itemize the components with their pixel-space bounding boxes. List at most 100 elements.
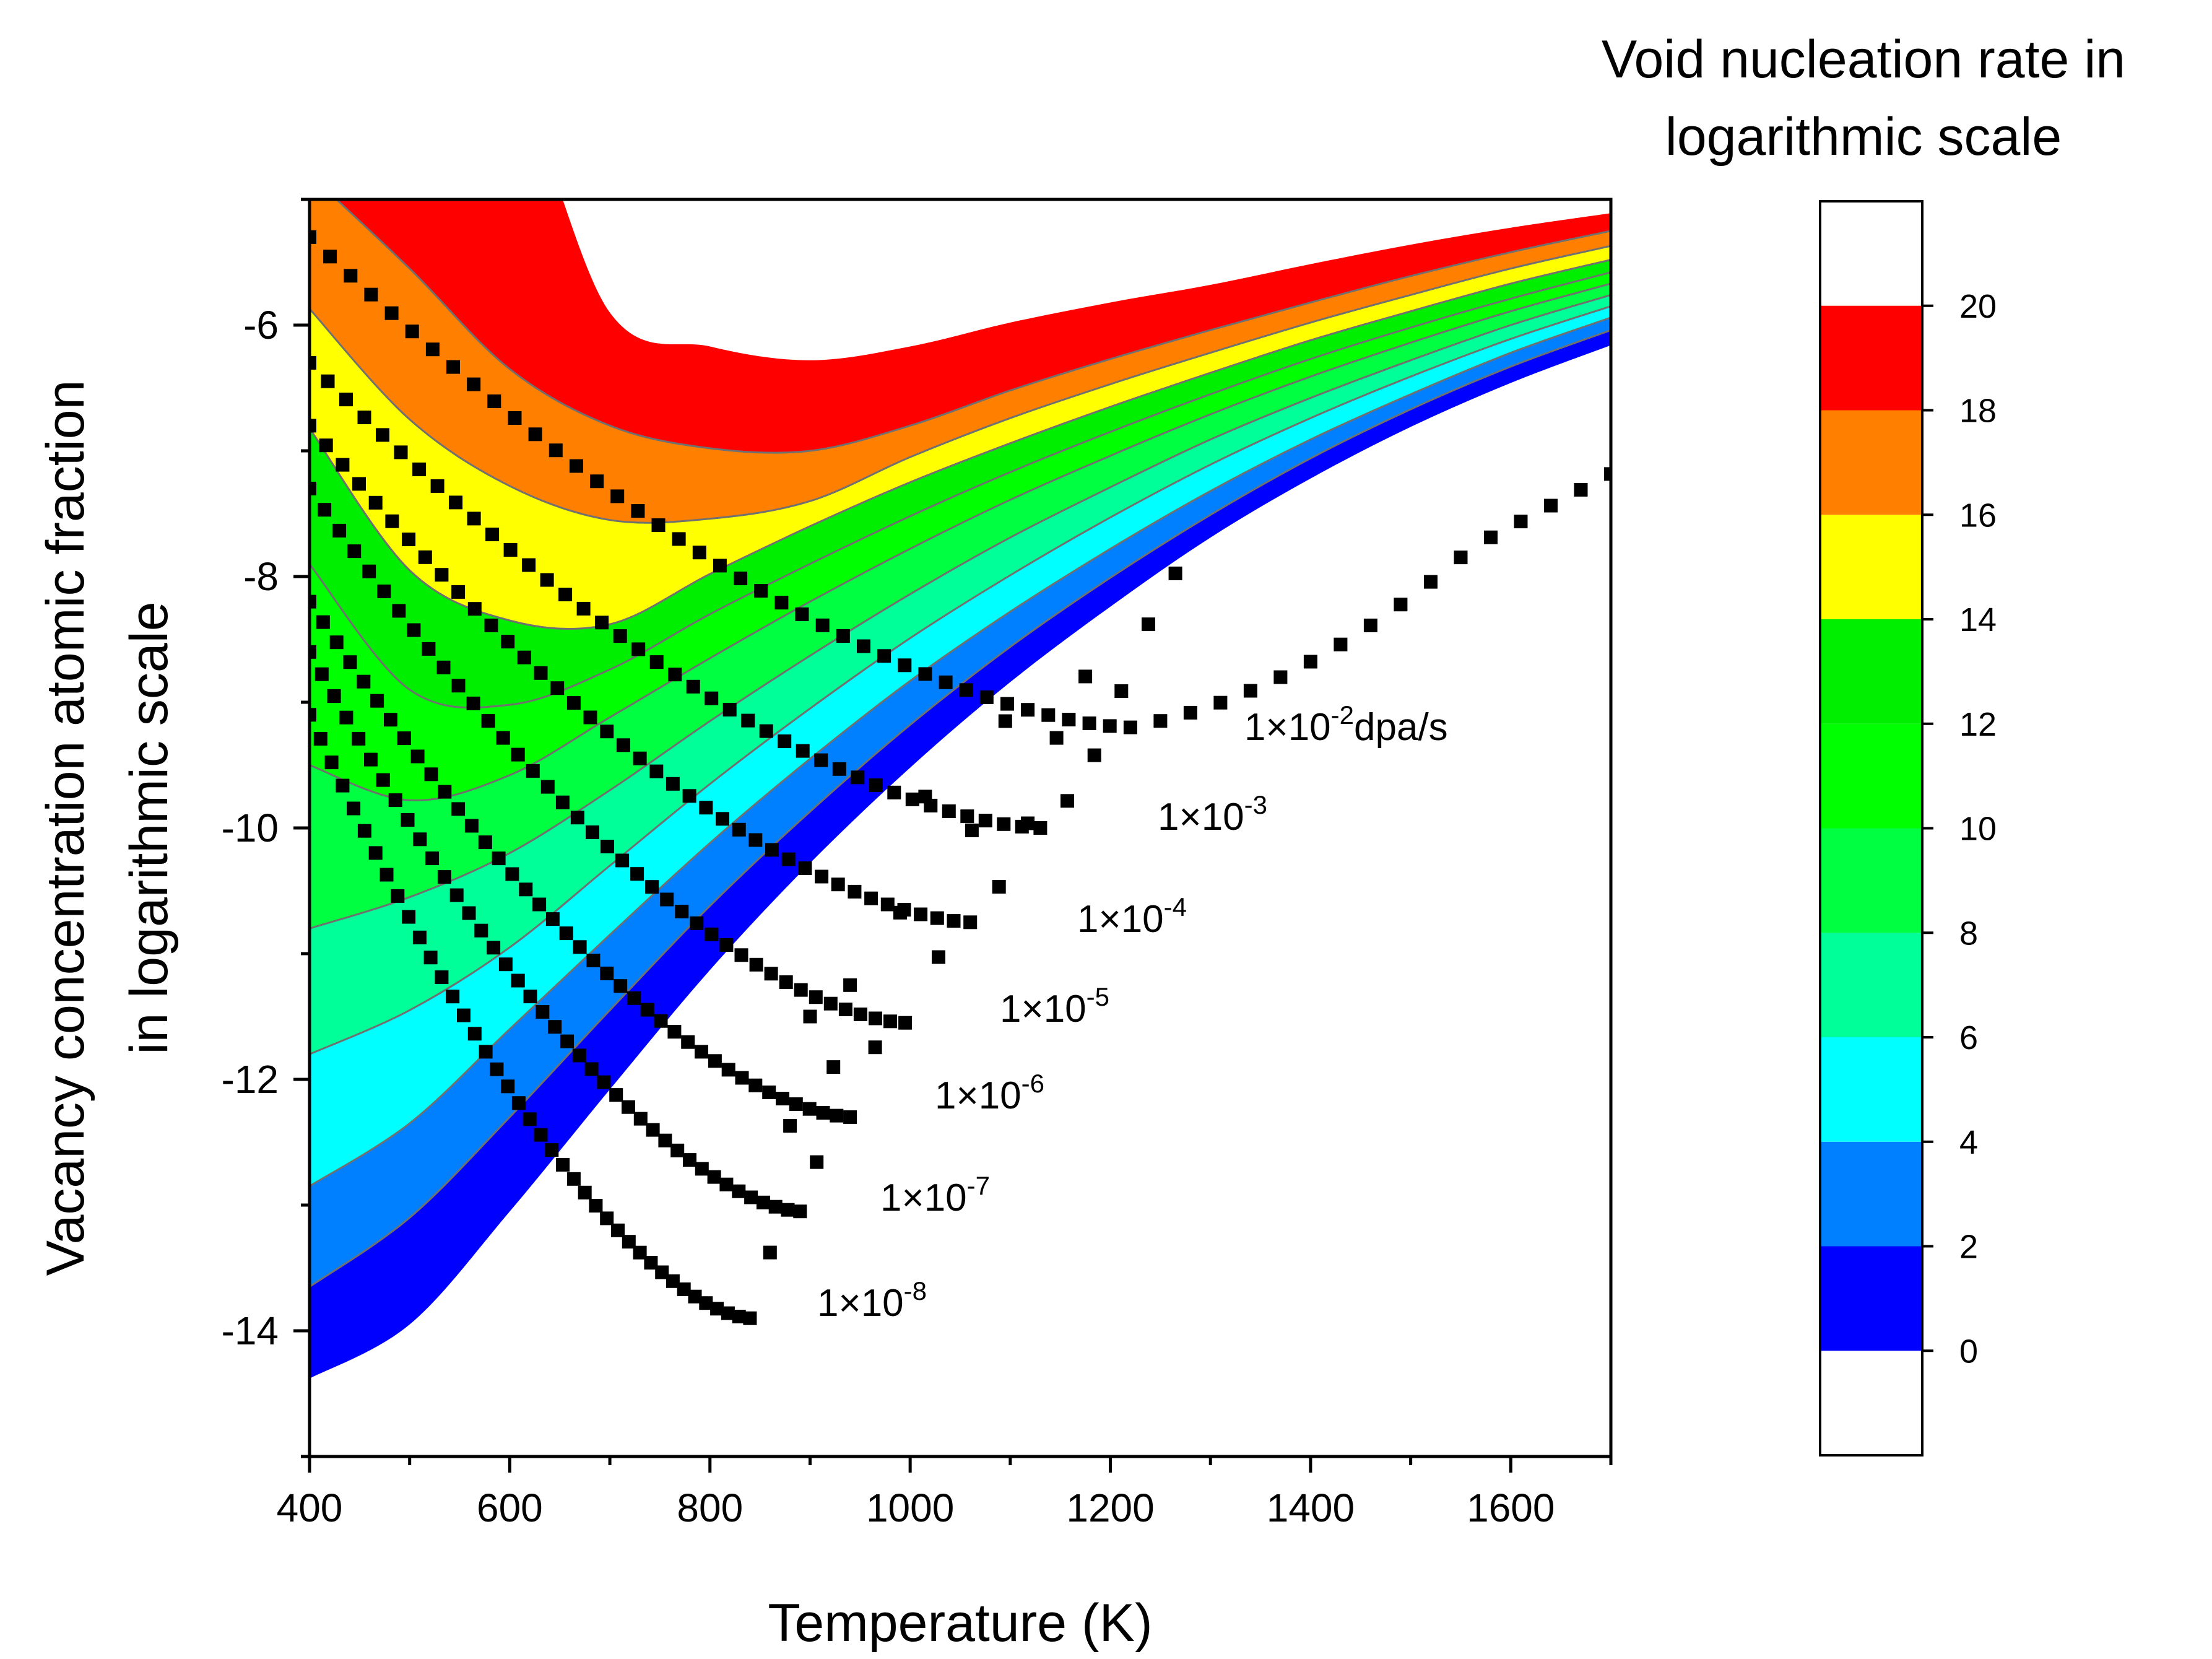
series-point [401, 813, 415, 827]
series-point [658, 1133, 672, 1147]
series-point [1103, 719, 1117, 733]
series-point [1168, 566, 1182, 580]
series-point [1033, 821, 1047, 835]
region-above-contours [562, 199, 1611, 360]
series-point [732, 822, 746, 837]
series-point [686, 679, 700, 694]
series-point [781, 852, 796, 866]
series-label-5: 1×10-7 [880, 1171, 990, 1219]
contour-line-10 [310, 282, 1611, 802]
series-point [384, 306, 399, 320]
series-point [344, 269, 358, 283]
series-point [654, 1014, 668, 1028]
series-point [1303, 655, 1317, 669]
series-point [590, 474, 604, 489]
series-point [905, 792, 919, 806]
series-point [1334, 637, 1348, 651]
series-point [310, 708, 316, 722]
series-point [677, 1282, 691, 1296]
series-point [501, 635, 515, 649]
series-1 [310, 355, 1182, 835]
series-point [803, 1009, 817, 1024]
series-point [498, 957, 513, 972]
colorbar-tick-label: 18 [1959, 393, 1997, 430]
series-point [682, 789, 696, 803]
colorbar-swatch-8 [1820, 828, 1922, 933]
series-point [979, 690, 994, 704]
series-point [810, 1155, 824, 1169]
colorbar-tick-label: 0 [1959, 1333, 1978, 1370]
series-point [336, 778, 350, 793]
series-point [573, 940, 587, 954]
colorbar-title-line-2: logarithmic scale [1665, 107, 2062, 167]
series-point [380, 868, 394, 882]
series-point [368, 495, 383, 510]
series-point [586, 954, 601, 967]
series-point [748, 1078, 763, 1092]
series-point [719, 1177, 734, 1191]
series-point [464, 819, 479, 833]
series-point [310, 419, 316, 433]
contour-band-16 [310, 199, 1611, 523]
series-point [492, 851, 506, 866]
series-point [719, 938, 734, 952]
series-point [1273, 670, 1288, 684]
series-point [649, 764, 664, 778]
colorbar-tick-label: 8 [1959, 915, 1978, 952]
colorbar-swatch-10 [1820, 723, 1922, 829]
series-point [754, 584, 768, 598]
series-point [826, 1060, 841, 1074]
colorbar: 0 2 4 6 8 10 12 14 16 18 20 [1819, 200, 1997, 1457]
series-point [313, 732, 327, 746]
series-point [1114, 684, 1129, 698]
series-point [622, 1235, 636, 1249]
series-point [644, 1256, 658, 1270]
series-point [501, 1079, 515, 1094]
series-point [816, 1106, 830, 1120]
series-point [323, 250, 337, 264]
series-point [556, 1157, 570, 1172]
series-point [960, 809, 974, 824]
contour-line-2 [310, 329, 1611, 1288]
series-point [487, 394, 501, 408]
series-point [490, 1062, 504, 1076]
series-point [918, 667, 932, 681]
series-point [707, 1170, 721, 1184]
series-point [362, 564, 376, 578]
series-point [613, 629, 627, 643]
series-point [640, 1003, 654, 1017]
colorbar-swatch-4 [1820, 1037, 1922, 1142]
series-point [655, 1265, 669, 1279]
series-point [776, 1092, 789, 1105]
series-point [732, 1184, 746, 1198]
contour-band-0 [310, 330, 1611, 1379]
contour-line-14 [310, 258, 1611, 630]
series-point [357, 824, 371, 838]
series-point [534, 1128, 548, 1142]
series-point [425, 851, 440, 865]
series-point [368, 846, 383, 860]
series-point [449, 888, 464, 902]
series-point [914, 907, 928, 921]
series-point [699, 1296, 713, 1310]
contour-line-12 [310, 271, 1611, 709]
series-point [779, 975, 793, 989]
series-point [370, 694, 384, 708]
series-point [466, 696, 480, 710]
series-point [523, 990, 537, 1004]
series-point [336, 458, 350, 472]
series-point [572, 1048, 586, 1063]
series-5 [310, 645, 857, 1219]
series-point [815, 869, 829, 884]
series-point [397, 731, 411, 746]
series-point [570, 811, 584, 825]
series-point [716, 812, 729, 826]
series-point [721, 1306, 735, 1320]
series-point [1213, 695, 1228, 710]
series-point [798, 861, 812, 875]
series-point [692, 546, 706, 560]
y-tick-label: -6 [243, 303, 279, 347]
series-point [446, 990, 460, 1004]
series-point [722, 703, 737, 716]
contour-line-18 [335, 199, 1611, 454]
